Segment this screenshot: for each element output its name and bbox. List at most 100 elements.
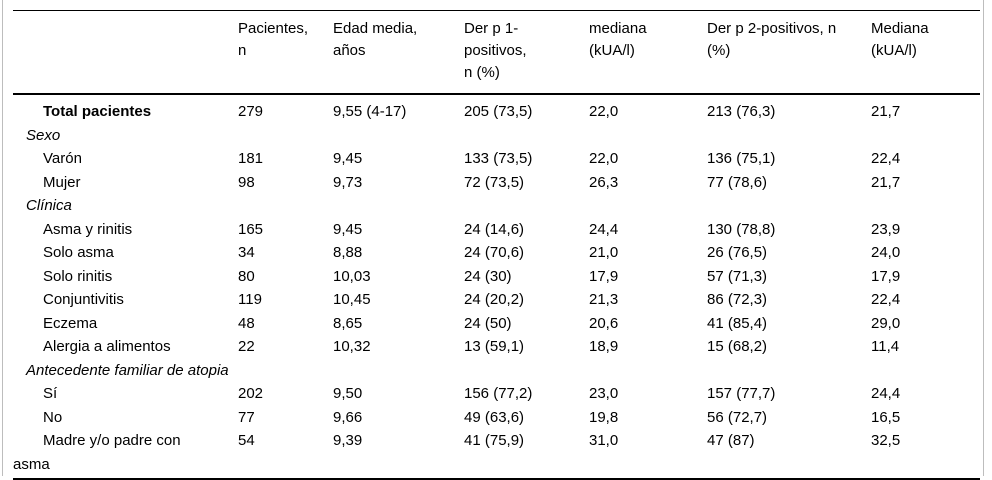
cell-value: 8,88 [333,244,363,261]
header-derp2-positivos: Der p 2-positivos, n (%) [707,20,837,59]
cell-value: 9,45 [333,150,363,167]
row-label: Solo rinitis [43,267,113,285]
cell-value: 49 (63,6) [464,408,525,426]
cell-value: 11,4 [871,338,900,355]
cell-value: 56 (72,7) [707,408,768,426]
cell-value: 32,5 [871,432,901,449]
header-mediana-derp2: Mediana (kUA/l) [871,20,929,59]
header-row: Pacientes, n Edad media, años Der p 1-po… [13,11,980,95]
cell-value: 24 (30) [464,267,512,285]
cell-value: 279 [238,103,264,120]
cell-value: 24,0 [871,244,901,261]
row-label: Eczema [43,314,98,332]
cell-value: 54 [238,432,255,449]
cell-value: 22,0 [589,103,619,120]
cell-value: 98 [238,173,255,191]
table-row: Solo asma 34 8,88 24 (70,6) 21,0 26 (76,5) 24,… [13,241,980,265]
cell-value: 9,73 [333,173,363,191]
cell-value: 9,39 [333,432,363,449]
header-edad-media: Edad media, años [333,20,418,59]
cell-value: 57 (71,3) [707,267,768,285]
table-body: Total pacientes 279 9,55 (4-17) 205 (73,5) 2… [13,94,980,479]
row-label: Alergia a alimentos [43,338,171,355]
cell-value: 133 (73,5) [464,150,533,167]
table-row: Mujer 98 9,73 72 (73,5) 26,3 77 (78,6) 21,7 [13,171,980,195]
header-derp1-positivos: Der p 1-positivos, n (%) [464,20,527,81]
row-label: Madre y/o padre con asma [13,432,181,473]
cell-value: 22,0 [589,150,619,167]
cell-value: 205 (73,5) [464,103,533,120]
cell-value: 47 (87) [707,432,755,449]
cell-value: 31,0 [589,432,619,449]
cell-value: 24 (20,2) [464,291,525,308]
cell-value: 18,9 [589,338,619,355]
cell-value: 26 (76,5) [707,244,768,261]
cell-value: 41 (75,9) [464,432,525,449]
cell-value: 181 [238,150,264,167]
cell-value: 24,4 [589,220,619,238]
cell-value: 48 [238,314,255,332]
cell-value: 13 (59,1) [464,338,525,355]
section-label: Clínica [26,197,72,214]
cell-value: 72 (73,5) [464,173,525,191]
header-empty [13,11,238,95]
cell-value: 136 (75,1) [707,150,776,167]
header-pacientes: Pacientes, n [238,20,309,59]
cell-value: 202 [238,385,264,402]
section-row: Sexo [13,124,980,148]
cell-value: 26,3 [589,173,619,191]
patients-table: Pacientes, n Edad media, años Der p 1-po… [13,10,980,480]
cell-value: 165 [238,220,264,238]
cell-value: 22,4 [871,291,901,308]
cell-value: 10,45 [333,291,371,308]
cell-value: 16,5 [871,408,901,426]
table-row: Varón 181 9,45 133 (73,5) 22,0 136 (75,1) 22,4 [13,147,980,171]
cell-value: 21,3 [589,291,619,308]
cell-value: 34 [238,244,255,261]
cell-value: 10,03 [333,267,371,285]
cell-value: 9,45 [333,220,363,238]
table-row: Conjuntivitis 119 10,45 24 (20,2) 21,3 86 (72… [13,288,980,312]
cell-value: 19,8 [589,408,619,426]
cell-value: 24,4 [871,385,901,402]
row-label: Conjuntivitis [43,291,124,308]
section-label: Sexo [26,126,61,144]
row-label: No [43,408,63,426]
row-label: Sí [43,385,58,402]
cell-value: 10,32 [333,338,371,355]
cell-value: 9,66 [333,408,363,426]
cell-value: 21,0 [589,244,619,261]
table-row: Alergia a alimentos 22 10,32 13 (59,1) 18,9 1… [13,335,980,359]
cell-value: 8,65 [333,314,363,332]
cell-value: 17,9 [871,267,901,285]
table-row: Eczema 48 8,65 24 (50) 20,6 41 (85,4) 29,0 [13,312,980,336]
cell-value: 29,0 [871,314,901,332]
cell-value: 41 (85,4) [707,314,768,332]
header-mediana-derp1: mediana (kUA/l) [589,20,647,59]
table-row: Asma y rinitis 165 9,45 24 (14,6) 24,4 130 (7… [13,218,980,242]
cell-value: 23,0 [589,385,619,402]
cell-value: 22,4 [871,150,901,167]
cell-value: 21,7 [871,103,901,120]
cell-value: 130 (78,8) [707,220,776,238]
section-row: Clínica [13,194,980,218]
cell-value: 23,9 [871,220,901,238]
table-row: Solo rinitis 80 10,03 24 (30) 17,9 57 (71,3) 1… [13,265,980,289]
cell-value: 119 [238,291,262,308]
row-label: Mujer [43,173,81,191]
cell-value: 213 (76,3) [707,103,776,120]
cell-value: 80 [238,267,255,285]
table-row: Total pacientes 279 9,55 (4-17) 205 (73,5) 2… [13,94,980,124]
row-label: Solo asma [43,244,114,261]
cell-value: 20,6 [589,314,619,332]
row-label: Varón [43,150,82,167]
cell-value: 157 (77,7) [707,385,776,402]
cell-value: 24 (70,6) [464,244,525,261]
cell-value: 156 (77,2) [464,385,533,402]
cell-value: 15 (68,2) [707,338,768,355]
row-label: Asma y rinitis [43,220,133,238]
cell-value: 86 (72,3) [707,291,768,308]
section-label: Antecedente familiar de atopia [26,361,229,379]
cell-value: 17,9 [589,267,619,285]
